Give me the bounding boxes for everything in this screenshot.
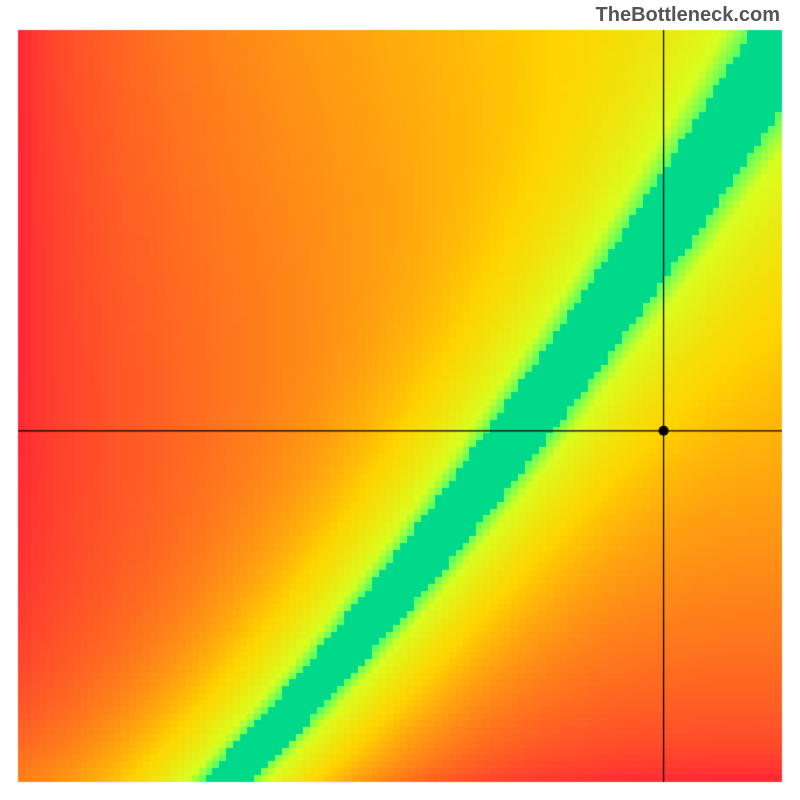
chart-container: TheBottleneck.com [0,0,800,800]
bottleneck-heatmap [0,0,800,800]
watermark-label: TheBottleneck.com [596,4,780,27]
